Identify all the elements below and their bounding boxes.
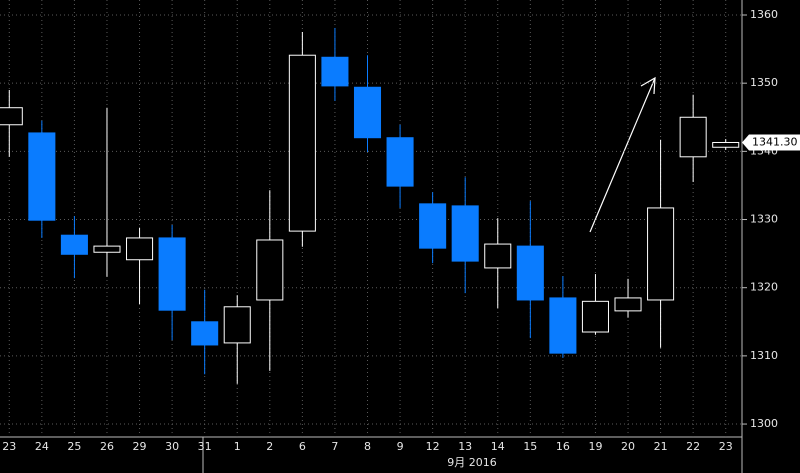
x-tick-label: 15: [523, 440, 537, 453]
y-tick-label: 1360: [750, 8, 778, 21]
candle-body: [451, 205, 479, 262]
y-tick-label: 1330: [750, 213, 778, 226]
x-tick-label: 12: [426, 440, 440, 453]
x-tick-label: 7: [331, 440, 338, 453]
last-price-label: 1341.30: [752, 135, 798, 148]
y-tick-label: 1350: [750, 76, 778, 89]
candle-body: [0, 107, 23, 126]
x-tick-label: 14: [491, 440, 505, 453]
candle-body: [712, 141, 740, 148]
x-tick-label: 1: [234, 440, 241, 453]
candle-body: [516, 245, 544, 301]
candle-body: [191, 321, 219, 346]
x-tick-label: 6: [299, 440, 306, 453]
x-tick-label: 22: [686, 440, 700, 453]
x-axis-label: 9月 2016: [447, 456, 497, 469]
candle-body: [158, 237, 186, 311]
candle-body: [549, 297, 577, 354]
candle-body: [386, 137, 414, 187]
candle-body: [419, 203, 447, 249]
candle-body: [581, 300, 609, 333]
candle-body: [647, 207, 675, 301]
x-tick-label: 26: [100, 440, 114, 453]
x-tick-label: 20: [621, 440, 635, 453]
x-tick-label: 8: [364, 440, 371, 453]
y-tick-label: 1320: [750, 281, 778, 294]
candle-body: [321, 56, 349, 87]
x-tick-label: 23: [2, 440, 16, 453]
x-tick-label: 25: [67, 440, 81, 453]
annotation-arrowhead: [640, 76, 656, 95]
x-tick-label: 30: [165, 440, 179, 453]
last-price-marker: [742, 134, 800, 151]
candle-body: [288, 54, 316, 232]
x-tick-label: 9: [397, 440, 404, 453]
candle-body: [614, 297, 642, 312]
candle-body: [60, 234, 88, 255]
candle-body: [126, 237, 154, 261]
x-tick-label: 2: [266, 440, 273, 453]
x-tick-label: 23: [719, 440, 733, 453]
candle-body: [223, 306, 251, 344]
candle-body: [93, 245, 121, 253]
x-tick-label: 24: [35, 440, 49, 453]
candle-body: [28, 132, 56, 221]
x-tick-label: 31: [198, 440, 212, 453]
x-tick-label: 21: [654, 440, 668, 453]
candle-body: [256, 239, 284, 301]
annotation-arrow: [589, 77, 656, 233]
x-tick-label: 13: [458, 440, 472, 453]
candle-body: [679, 116, 707, 158]
x-tick-label: 19: [588, 440, 602, 453]
x-tick-label: 29: [133, 440, 147, 453]
candle-body: [353, 86, 382, 139]
candle-body: [484, 243, 512, 269]
y-tick-label: 1310: [750, 349, 778, 362]
y-tick-label: 1300: [750, 417, 778, 430]
x-tick-label: 16: [556, 440, 570, 453]
